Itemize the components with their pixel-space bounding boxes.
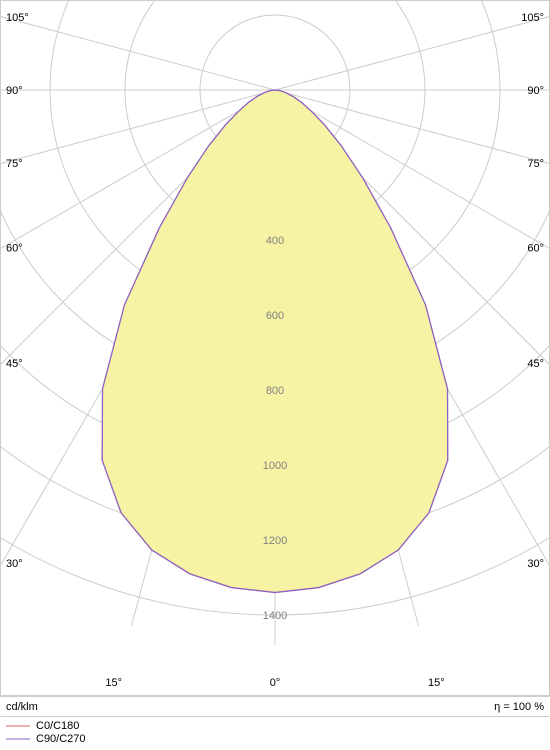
angle-label: 105°: [6, 12, 29, 24]
angle-label: 15°: [428, 677, 445, 689]
legend-label: C90/C270: [36, 733, 86, 745]
ring-label: 1400: [263, 610, 287, 622]
angle-label: 60°: [6, 243, 23, 255]
polar-photometric-chart: 0° 15° 15° 30° 30° 45° 45° 60° 60° 75° 75° 90° 90° 10…: [0, 0, 550, 750]
angle-label: 0°: [270, 677, 281, 689]
angle-label: 90°: [527, 85, 544, 97]
ring-label: 800: [266, 385, 284, 397]
efficiency-label: η = 100 %: [494, 701, 544, 713]
angle-label: 75°: [527, 158, 544, 170]
angle-label: 30°: [527, 558, 544, 570]
angle-label: 60°: [527, 243, 544, 255]
angle-label: 15°: [105, 677, 122, 689]
angle-label: 90°: [6, 85, 23, 97]
angle-label: 30°: [6, 558, 23, 570]
angle-label: 75°: [6, 158, 23, 170]
ring-label: 400: [266, 235, 284, 247]
ring-label: 1000: [263, 460, 287, 472]
angle-label: 105°: [521, 12, 544, 24]
angle-label: 45°: [6, 358, 23, 370]
angle-label: 45°: [527, 358, 544, 370]
legend-label: C0/C180: [36, 720, 79, 732]
ring-label: 1200: [263, 535, 287, 547]
ring-label: 600: [266, 310, 284, 322]
unit-label: cd/klm: [6, 701, 38, 713]
